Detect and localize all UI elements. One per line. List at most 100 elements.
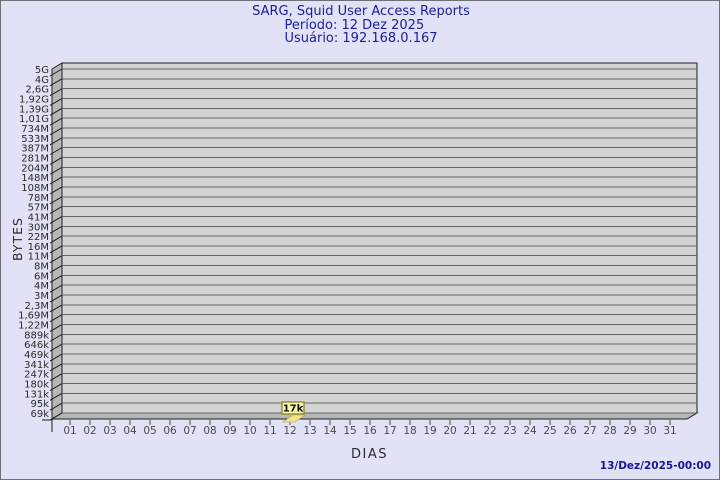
y-tick [49,392,63,401]
x-tick-label: 11 [263,425,276,437]
y-tick-label: 1,92G [19,94,49,105]
y-tick [49,245,63,254]
x-tick-label: 19 [423,425,436,437]
y-tick-label: 8M [34,262,49,273]
x-tick-label: 12 [283,425,296,437]
chart-floor [50,412,699,420]
chart-title: SARG, Squid User Access Reports [252,4,470,19]
y-tick [49,255,63,264]
x-tick-label: 27 [583,425,596,437]
y-tick-label: 341k [24,360,49,371]
y-tick [49,304,63,313]
y-tick-label: 108M [21,183,49,194]
y-tick [49,373,63,382]
x-tick-label: 18 [403,425,416,437]
x-tick-label: 20 [443,425,456,437]
y-tick-label: 646k [24,340,49,351]
y-tick [49,402,63,411]
y-tick-label: 78M [28,193,49,204]
y-tick-label: 1,22M [18,321,49,332]
x-tick-label: 14 [323,425,337,437]
y-tick [49,127,63,136]
y-tick-label: 387M [21,144,49,155]
x-tick-label: 24 [523,425,537,437]
y-tick-label: 889k [24,330,49,341]
y-tick-label: 95k [30,399,49,410]
y-tick-label: 6M [34,271,49,282]
y-tick [49,215,63,224]
gridlines [62,68,697,414]
x-axis-title: DIAS [351,447,388,462]
y-ticks [49,68,63,421]
x-tick-label: 03 [103,425,116,437]
y-tick [49,157,63,165]
x-tick-label: 26 [563,425,577,437]
y-tick [49,147,63,156]
y-tick [49,324,63,332]
x-tick-label: 29 [623,425,636,437]
y-tick [49,274,63,283]
y-tick-label: 5G [35,65,49,76]
x-tick-label: 13 [303,425,316,437]
y-tick-label: 2,6G [25,85,49,96]
x-tick-label: 05 [143,425,156,437]
x-tick-label: 01 [63,425,76,437]
y-tick [49,98,63,106]
y-tick [49,166,63,175]
y-tick-label: 4M [34,281,49,292]
bar-value-box [281,401,305,415]
y-tick-label: 533M [21,134,49,145]
y-tick-label: 41M [28,212,49,223]
y-tick-label: 16M [28,242,49,253]
y-tick [49,186,63,195]
y-tick [49,343,63,352]
x-tick-label: 10 [243,425,256,437]
y-tick [49,363,63,372]
y-tick-label: 69k [30,409,49,420]
x-tick-label: 22 [483,425,496,437]
y-tick [49,196,63,205]
y-tick-label: 57M [28,203,49,214]
plot-area [61,62,698,414]
bar-value-label: 17k [283,404,304,415]
y-tick-label: 734M [21,124,49,135]
y-tick [49,294,63,303]
chart-user: Usuário: 192.168.0.167 [284,31,438,46]
y-tick-label: 3M [34,291,49,302]
y-tick-label: 1,39G [19,104,49,115]
x-tick-label: 28 [603,425,616,437]
y-tick-label: 30M [28,222,49,233]
y-tick-label: 1,69M [18,311,49,322]
chart-period: Período: 12 Dez 2025 [284,17,425,33]
generation-timestamp: 13/Dez/2025-00:00 [599,460,711,472]
x-tick-label: 09 [223,425,236,437]
y-tick [49,225,63,234]
x-tick-label: 06 [163,425,177,437]
y-tick [49,353,63,362]
y-tick [49,137,63,146]
y-tick-labels: 5G4G2,6G1,92G1,39G1,01G734M533M387M281M2… [18,65,49,420]
x-tick-label: 02 [83,425,96,437]
y-tick [49,78,63,87]
x-tick-label: 25 [543,425,556,437]
y-tick-label: 247k [24,370,49,381]
chart-header: SARG, Squid User Access Reports Período:… [1,4,719,46]
x-tick-label: 15 [343,425,356,437]
x-tick-label: 21 [463,425,476,437]
y-tick-label: 2,3M [24,301,49,312]
x-tick-label: 31 [663,425,676,437]
bar-top [282,414,306,423]
y-tick [49,265,63,274]
x-tick-label: 30 [643,425,656,437]
y-tick [49,88,63,97]
x-axis: 01 02 03 04 05 06 07 08 09 10 11 12 13 14 15 16 17 18 19 20… [63,420,677,437]
x-tick-label: 17 [383,425,396,437]
y-tick-label: 148M [21,173,49,184]
x-tick-label: 23 [503,425,516,437]
y-tick [49,412,63,421]
y-tick [49,206,63,215]
x-tick-label: 16 [363,425,377,437]
y-tick [49,235,63,244]
y-tick-label: 22M [28,232,49,243]
